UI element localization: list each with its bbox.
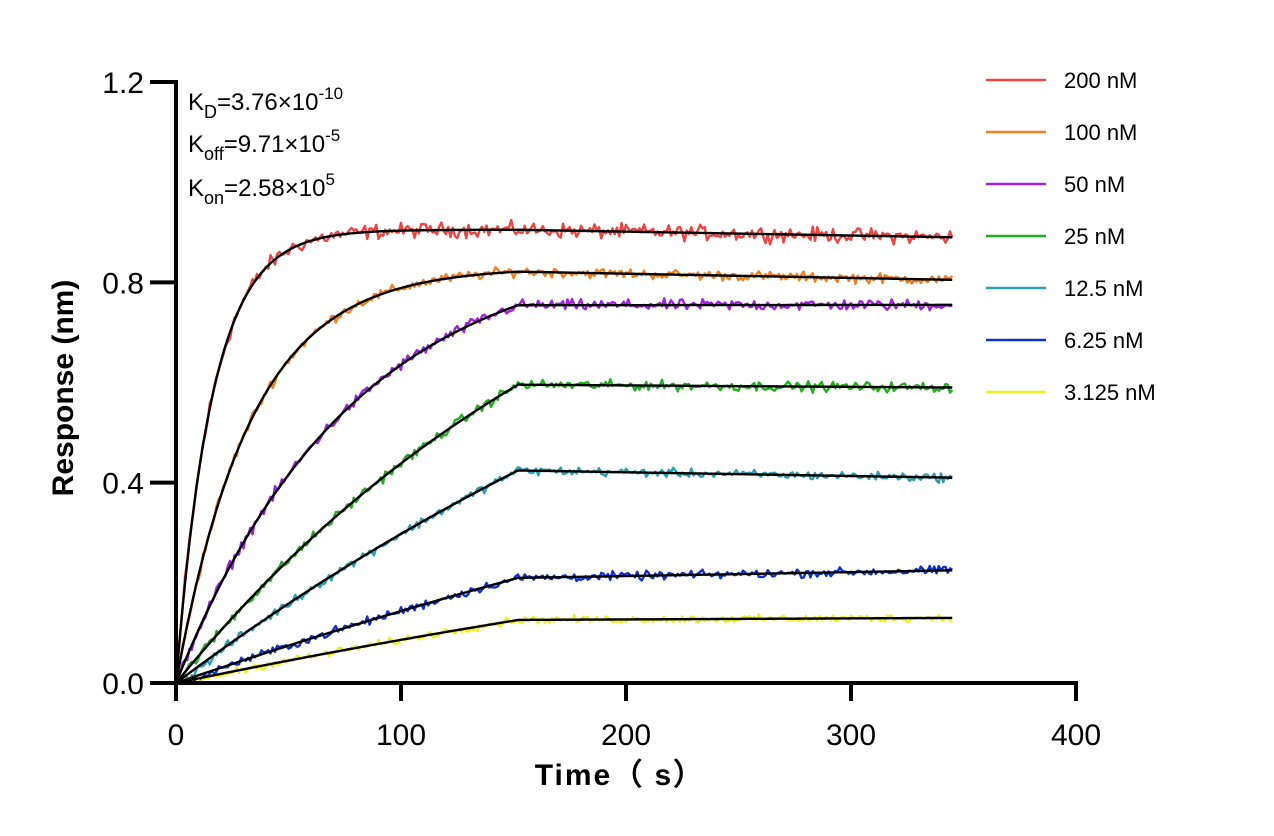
annotation-kd: KD=3.76×10-10 <box>188 84 343 122</box>
legend-item-25-nm: 25 nM <box>986 224 1125 249</box>
legend-label: 12.5 nM <box>1064 276 1144 301</box>
y-tick-label: 0.8 <box>102 267 144 300</box>
x-axis-title: Time（ s） <box>535 758 706 792</box>
x-tick-label: 100 <box>376 719 426 752</box>
x-tick-label: 400 <box>1051 719 1101 752</box>
y-axis-title: Response (nm) <box>47 280 80 497</box>
y-tick-label: 0.4 <box>102 468 144 501</box>
legend-item-3-125-nm: 3.125 nM <box>986 380 1156 405</box>
legend-item-6-25-nm: 6.25 nM <box>986 328 1144 353</box>
legend-item-200-nm: 200 nM <box>986 68 1137 93</box>
data-line-25-nm <box>175 378 954 684</box>
annotation-koff: Koff=9.71×10-5 <box>188 126 340 164</box>
kinetic-constants: KD=3.76×10-10 Koff=9.71×10-5 Kon=2.58×105 <box>188 84 343 208</box>
data-line-6-25-nm <box>176 564 953 685</box>
legend-label: 200 nM <box>1064 68 1137 93</box>
fit-line-6-25-nm <box>175 569 953 685</box>
legend-item-12-5-nm: 12.5 nM <box>986 276 1144 301</box>
legend-label: 100 nM <box>1064 120 1137 145</box>
curves-layer <box>174 218 954 685</box>
legend-label: 3.125 nM <box>1064 380 1156 405</box>
annotation-kon: Kon=2.58×105 <box>188 170 335 208</box>
y-tick-label: 1.2 <box>102 67 144 100</box>
fit-line-12-5-nm <box>175 469 953 684</box>
x-tick-label: 300 <box>826 719 876 752</box>
axes-layer: 0 100 200 300 400 0.0 0.4 0.8 1.2 Time（ s） Respons… <box>47 67 1101 792</box>
legend-item-50-nm: 50 nM <box>986 172 1125 197</box>
x-tick-label: 200 <box>601 719 651 752</box>
fit-line-200-nm <box>174 228 953 684</box>
legend-label: 50 nM <box>1064 172 1125 197</box>
fit-line-50-nm <box>174 303 953 684</box>
legend-label: 6.25 nM <box>1064 328 1144 353</box>
legend: 200 nM 100 nM 50 nM 25 nM 12.5 nM 6.25 nM 3.12… <box>986 68 1156 405</box>
fit-line-3-125-nm <box>175 616 953 685</box>
legend-item-100-nm: 100 nM <box>986 120 1137 145</box>
data-line-3-125-nm <box>176 613 954 685</box>
y-tick-label: 0.0 <box>102 668 144 701</box>
x-tick-label: 0 <box>168 719 185 752</box>
data-line-200-nm <box>174 218 954 684</box>
fit-line-25-nm <box>175 383 953 684</box>
fit-line-100-nm <box>174 270 953 684</box>
legend-label: 25 nM <box>1064 224 1125 249</box>
